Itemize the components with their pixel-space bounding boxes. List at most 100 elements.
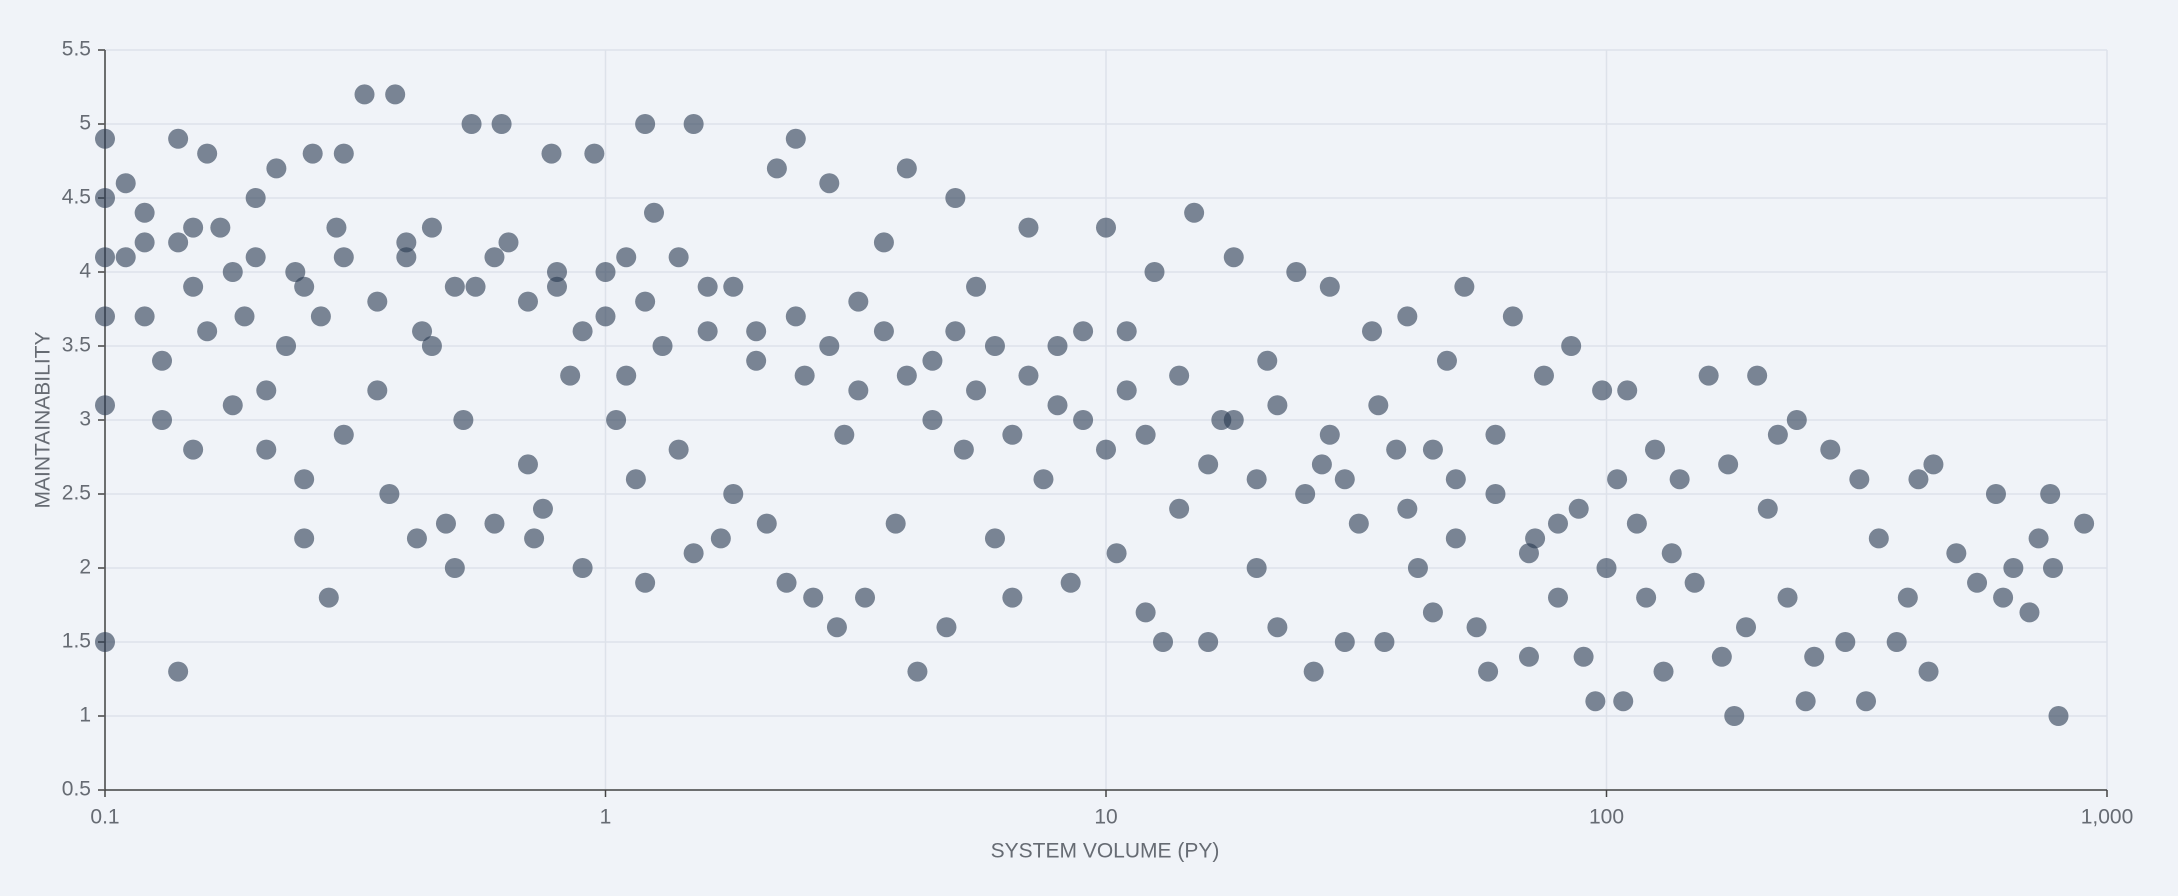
point [1319, 424, 1340, 445]
point [524, 528, 545, 549]
point [945, 321, 966, 342]
y-tick-label: 2 [79, 556, 91, 579]
point [746, 321, 767, 342]
point [922, 350, 943, 371]
point [1967, 572, 1988, 593]
point [1804, 646, 1825, 667]
point [2074, 513, 2095, 534]
point [1033, 469, 1054, 490]
point [168, 232, 189, 253]
point [1334, 469, 1355, 490]
point [95, 128, 115, 149]
point [1334, 632, 1355, 652]
point [134, 232, 155, 253]
y-tick-label: 5 [79, 112, 91, 135]
point [95, 632, 115, 652]
x-tick-label: 0.1 [90, 806, 119, 829]
point [1135, 424, 1156, 445]
point [710, 528, 731, 549]
point [1897, 587, 1918, 608]
point [1116, 380, 1137, 401]
point [396, 247, 417, 268]
point [354, 84, 375, 105]
point [584, 143, 605, 164]
point [491, 114, 512, 134]
point [1362, 321, 1383, 342]
point [1286, 262, 1307, 282]
point [945, 188, 966, 208]
point [697, 321, 718, 342]
point [885, 513, 906, 534]
point [1757, 498, 1778, 519]
point [183, 439, 204, 460]
point [1918, 661, 1939, 682]
point [2003, 558, 2024, 578]
point [1445, 469, 1466, 490]
x-tick-label: 1 [600, 806, 612, 829]
point [517, 291, 538, 312]
point [936, 617, 957, 638]
point [1135, 602, 1156, 623]
point [285, 262, 306, 282]
point [115, 247, 136, 268]
point [1096, 217, 1116, 238]
point [517, 454, 538, 475]
y-tick-label: 5.5 [62, 38, 91, 61]
point [115, 173, 136, 194]
point [1246, 558, 1267, 578]
point [1267, 395, 1288, 416]
point [1397, 306, 1418, 327]
point [465, 276, 486, 297]
point [1153, 632, 1174, 652]
point [1849, 469, 1870, 490]
point [168, 661, 189, 682]
point [1246, 469, 1267, 490]
point [1454, 276, 1475, 297]
x-axis-label: SYSTEM VOLUME (PY) [991, 840, 1220, 863]
point [1568, 498, 1589, 519]
point [785, 128, 806, 149]
point [1617, 380, 1638, 401]
point [210, 217, 231, 238]
point [294, 469, 315, 490]
point [234, 306, 255, 327]
y-tick-label: 3 [79, 408, 91, 431]
y-tick-label: 1 [79, 704, 91, 727]
point [421, 336, 442, 356]
point [776, 572, 797, 593]
point [134, 202, 155, 223]
point [1786, 410, 1807, 430]
point [435, 513, 456, 534]
point [1718, 454, 1739, 475]
point [1002, 587, 1023, 608]
point [1518, 543, 1539, 564]
point [1908, 469, 1929, 490]
point [406, 528, 427, 549]
point [333, 143, 354, 164]
point [766, 158, 787, 179]
x-tick-label: 10 [1094, 806, 1117, 829]
point [1485, 424, 1506, 445]
point [1985, 484, 2006, 504]
point [1946, 543, 1967, 564]
point [95, 247, 115, 268]
point [922, 410, 943, 430]
point [697, 276, 718, 297]
point [896, 365, 917, 386]
point [1547, 513, 1568, 534]
point [984, 528, 1005, 549]
point [1116, 321, 1137, 342]
point [984, 336, 1005, 356]
point [222, 395, 243, 416]
point [1198, 632, 1219, 652]
point [1223, 410, 1244, 430]
point [1561, 336, 1582, 356]
point [1669, 469, 1690, 490]
point [1653, 661, 1674, 682]
point [616, 365, 637, 386]
point [183, 217, 204, 238]
point [367, 291, 388, 312]
point [1533, 365, 1554, 386]
point [746, 350, 767, 371]
point [333, 247, 354, 268]
